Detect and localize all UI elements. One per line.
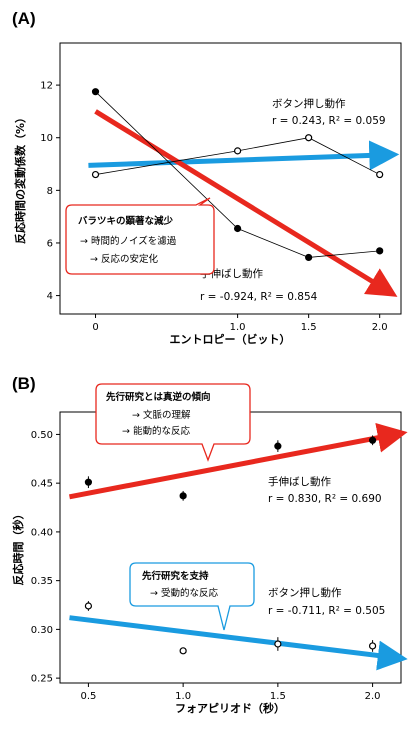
panel-a-axes: 0 1.0 1.5 2.0 4 6 8 10 12 (40, 81, 387, 333)
panel-a-series (91, 88, 384, 262)
panel-b-y-tick-label: 0.30 (31, 625, 53, 636)
panel-b-button-data-point (368, 642, 377, 650)
panel-b-x-axis-label: フォアピリオド（秒） (175, 701, 285, 715)
panel-b-trend-arrow-blue (69, 615, 408, 671)
panel-b-callout-opposite-box (95, 383, 251, 462)
panel-a-reach-series-stats: r = -0.924, R² = 0.854 (200, 291, 318, 303)
panel-a-button-series-stats: r = 0.243, R² = 0.059 (272, 115, 386, 127)
panel-a-button-data-point (234, 147, 242, 155)
panel-b-y-axis-label: 反応時間（秒） (11, 509, 25, 586)
panel-b-y-tick-label: 0.35 (31, 576, 53, 587)
panel-b-callout-opposite-line-2: → 能動的な反応 (122, 425, 190, 437)
panel-b-reach-data-point (84, 478, 93, 486)
panel-a-trend-arrow-red (94, 109, 398, 297)
panel-b-callout-support-box (129, 562, 255, 631)
panel-a-x-tick-label: 0 (92, 322, 98, 333)
panel-b-y-tick-label: 0.50 (31, 430, 53, 441)
panel-b-callout-support-line-1: → 受動的な反応 (150, 587, 218, 599)
panel-a-y-tick-label: 12 (40, 81, 53, 92)
panel-b-callout-opposite-line-1: → 文脈の理解 (132, 409, 191, 421)
panel-b-axes: 0.5 1.0 1.5 2.0 0.25 0.30 0.35 0.40 0.45 0.50 (31, 430, 381, 702)
panel-b-reach-series-name: 手伸ばし動作 (268, 475, 331, 488)
panel-a-button-data-point (376, 170, 384, 179)
panel-a-reach-data-point (91, 88, 100, 96)
panel-b-callout-opposite-title: 先行研究とは真逆の傾向 (106, 391, 211, 403)
panel-a-y-tick-label: 4 (47, 291, 53, 302)
panel-a-x-tick-label: 1.5 (301, 322, 317, 333)
panel-b-y-tick-label: 0.25 (31, 674, 53, 685)
panel-a-callout-box (65, 197, 215, 275)
panel-b-x-tick-label: 2.0 (365, 691, 381, 702)
panel-b-series (84, 435, 377, 655)
panel-b-callout-opposite: 先行研究とは真逆の傾向 → 文脈の理解 → 能動的な反応 (95, 383, 251, 462)
panel-a-label: (A) (12, 9, 36, 28)
panel-b-y-tick-label: 0.45 (31, 479, 53, 490)
panel-a-reach-series-line (95, 91, 380, 258)
panel-a-x-tick-label: 1.0 (230, 322, 246, 333)
panel-b: (B) 0.5 1.0 1.5 2.0 0.25 0.30 0.35 0.40 0.45 0.50… (11, 374, 408, 715)
panel-a-reach-data-point (234, 224, 242, 233)
panel-b-trend-arrow-red (69, 422, 408, 500)
panel-b-x-tick-label: 1.5 (270, 691, 286, 702)
panel-a-reach-data-point (376, 247, 384, 255)
panel-a-y-tick-label: 6 (47, 238, 53, 249)
panel-a-callout-title: バラツキの顕著な減少 (78, 215, 174, 227)
panel-b-callout-support: 先行研究を支持 → 受動的な反応 (129, 562, 255, 631)
panel-b-trend-arrows (69, 422, 408, 671)
panel-a-callout-line-2: → 反応の安定化 (90, 253, 158, 265)
panel-a-x-axis-label: エントロピー（ビット） (170, 332, 291, 346)
panel-a-y-tick-label: 8 (47, 186, 53, 197)
panel-b-button-data-point (274, 640, 282, 648)
panel-b-reach-data-point (179, 492, 187, 500)
panel-b-plot-frame (59, 411, 402, 684)
panel-b-callout-support-title: 先行研究を支持 (142, 570, 209, 582)
panel-a-y-axis-label: 反応時間の変動係数（%） (13, 112, 27, 244)
panel-b-reach-data-point (368, 436, 377, 444)
panel-a-reach-series-name: 手伸ばし動作 (200, 267, 263, 280)
panel-a-button-series-name: ボタン押し動作 (272, 97, 346, 110)
panel-b-y-tick-label: 0.40 (31, 527, 53, 538)
panel-b-reach-series-stats: r = 0.830, R² = 0.690 (268, 493, 382, 505)
panel-a-trend-arrow-blue (88, 140, 400, 171)
panel-a-plot-frame (59, 42, 402, 315)
panel-b-button-series-stats: r = -0.711, R² = 0.505 (268, 605, 385, 617)
panel-a-button-data-point (91, 170, 100, 179)
panel-a: (A) 0 1.0 1.5 2.0 4 6 8 10 12 ボタン押し動作 r = 0.243,… (12, 9, 402, 346)
panel-a-callout-line-1: → 時間的ノイズを濾過 (80, 235, 177, 247)
panel-a-button-data-point (305, 134, 313, 142)
panel-b-x-tick-label: 0.5 (80, 691, 96, 702)
panel-a-callout: バラツキの顕著な減少 → 時間的ノイズを濾過 → 反応の安定化 (65, 197, 215, 275)
panel-a-trend-arrows (88, 109, 400, 297)
panel-b-button-data-point (179, 647, 187, 655)
panel-b-button-series-name: ボタン押し動作 (268, 586, 342, 599)
panel-b-button-data-point (84, 602, 93, 610)
panel-a-x-tick-label: 2.0 (372, 322, 388, 333)
panel-b-x-tick-label: 1.0 (175, 691, 191, 702)
panel-a-reach-data-point (305, 253, 313, 262)
panel-b-reach-data-point (274, 442, 282, 450)
panel-b-label: (B) (12, 374, 36, 393)
panel-a-button-series-line (95, 137, 380, 175)
panel-a-y-tick-label: 10 (40, 133, 53, 144)
